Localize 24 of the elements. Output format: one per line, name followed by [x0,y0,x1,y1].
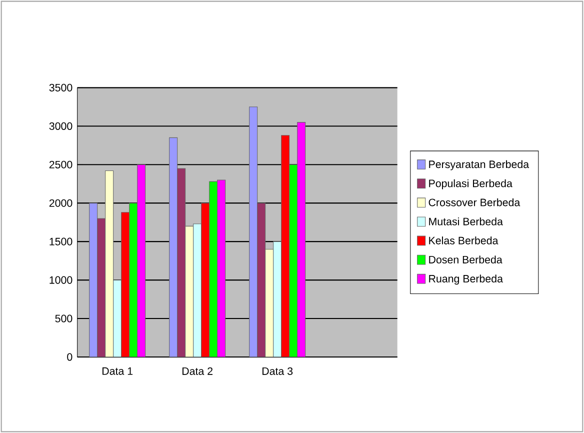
bar [289,164,298,357]
bar [281,135,290,357]
bar [121,212,130,357]
bar [209,181,218,357]
y-tick-label: 3500 [49,84,72,92]
x-tick-label: Data 2 [182,367,212,375]
bar [201,202,210,357]
y-tick-label: 2500 [49,160,72,168]
y-tick-label: 500 [55,314,72,322]
x-tick-label: Data 1 [102,367,133,375]
legend-label: Populasi Berbeda [429,179,512,190]
bar [129,202,138,357]
legend-label: Ruang Berbeda [429,274,503,285]
x-tick-label: Data 3 [262,367,293,375]
y-tick-label: 0 [67,353,72,361]
y-tick-label: 1000 [50,276,72,284]
y-tick-label: 1500 [50,238,72,246]
legend-label: Crossover Berbeda [428,198,520,206]
y-tick-label: 2000 [49,199,72,207]
legend-label: Kelas Berbeda [429,236,498,244]
y-tick-label: 3000 [49,122,72,130]
legend-label: Mutasi Berbeda [429,217,503,226]
legend-label: Persyaratan Berbeda [429,160,530,170]
legend-label: Dosen Berbeda [429,256,502,264]
